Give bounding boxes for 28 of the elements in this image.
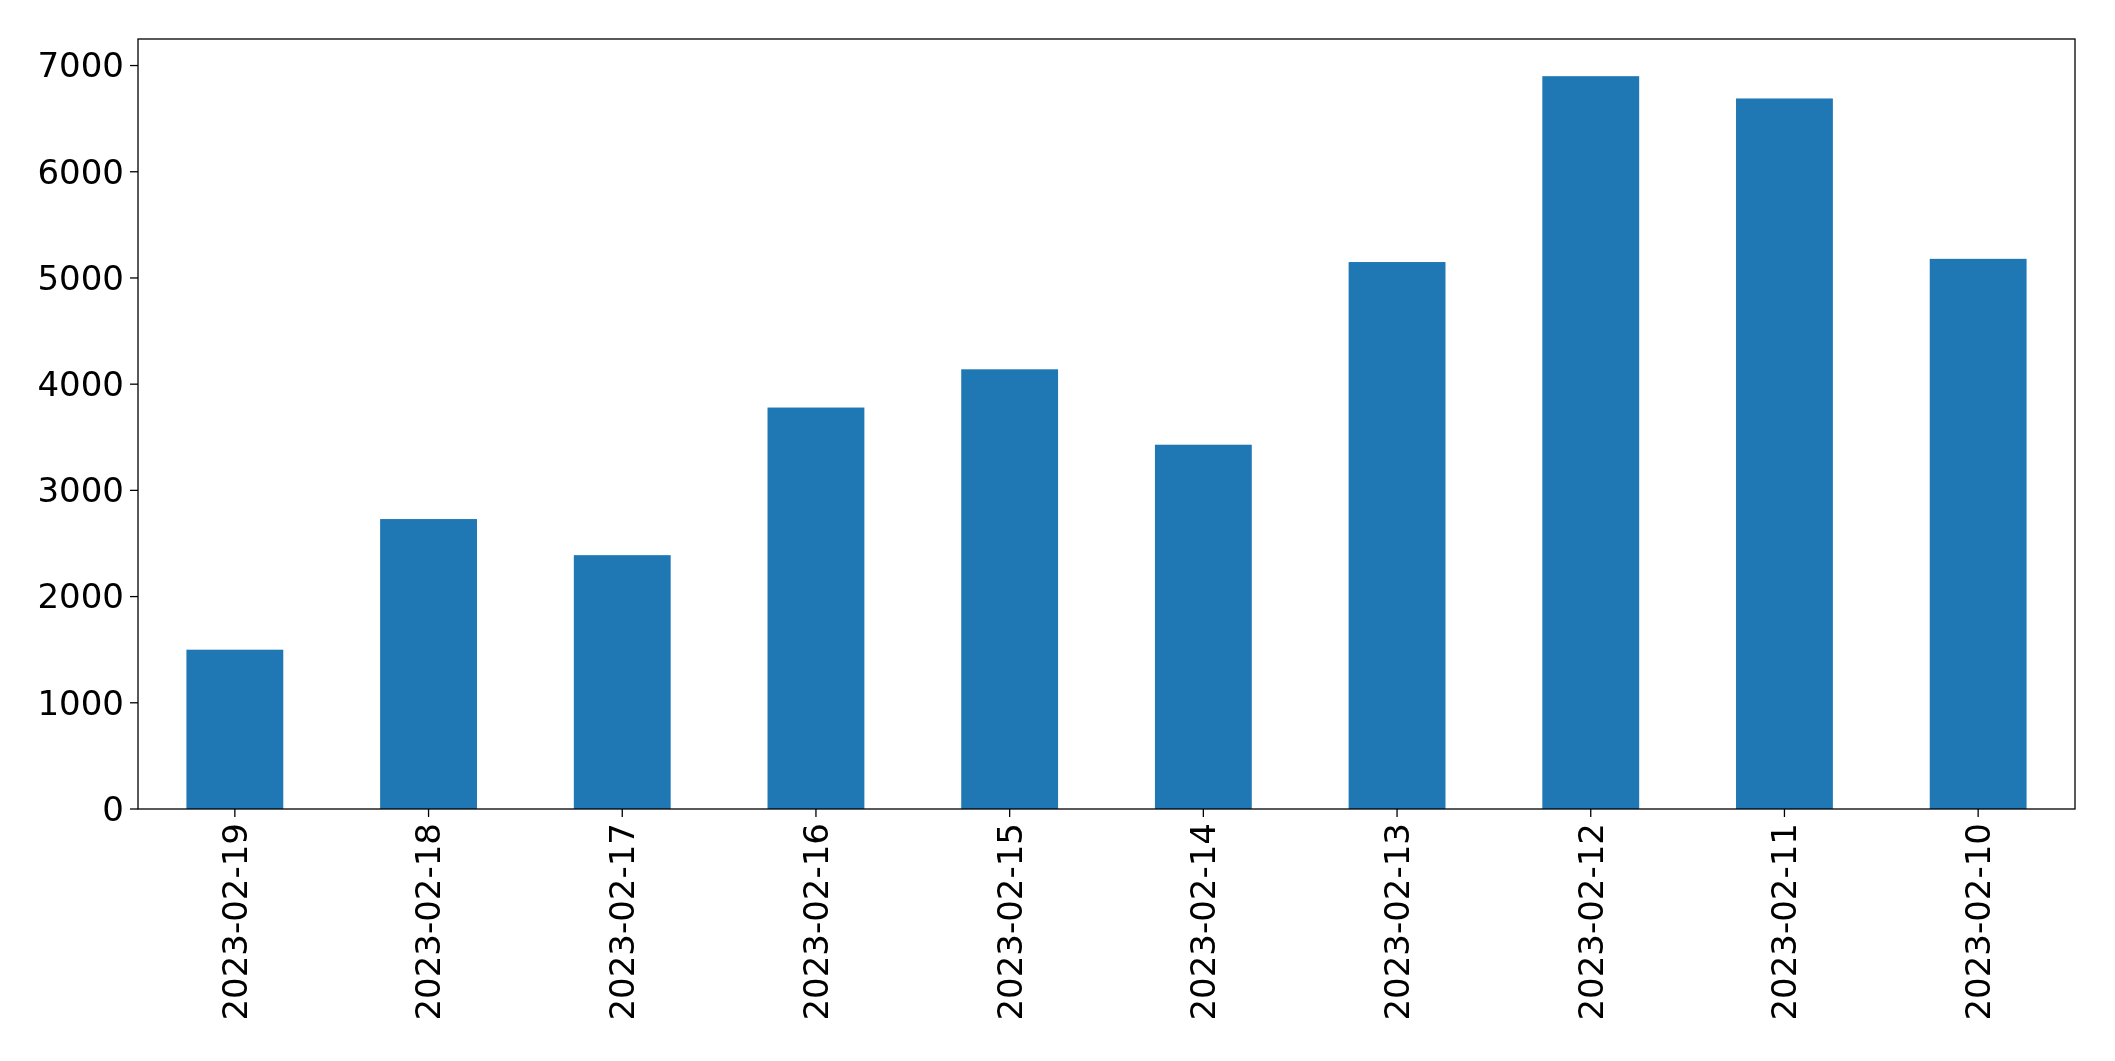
bar xyxy=(1929,258,2027,809)
bar xyxy=(573,555,671,809)
bar xyxy=(767,407,865,809)
y-tick-label: 3000 xyxy=(37,470,124,511)
x-tick-label: 2023-02-16 xyxy=(795,823,836,1021)
bar xyxy=(1348,262,1446,809)
bar xyxy=(1542,76,1640,809)
bar xyxy=(380,519,477,809)
x-tick-label: 2023-02-15 xyxy=(989,823,1030,1021)
bar xyxy=(1154,444,1252,809)
x-tick-label: 2023-02-19 xyxy=(214,823,255,1021)
bar xyxy=(1736,98,1833,809)
y-tick-label: 2000 xyxy=(37,576,124,617)
x-tick-label: 2023-02-18 xyxy=(408,823,449,1021)
y-tick-label: 7000 xyxy=(37,45,124,86)
x-tick-label: 2023-02-10 xyxy=(1958,823,1999,1021)
bar xyxy=(186,649,284,809)
bar xyxy=(961,369,1059,809)
y-tick-label: 6000 xyxy=(37,151,124,192)
y-tick-label: 5000 xyxy=(37,257,124,298)
y-tick-label: 0 xyxy=(102,788,124,829)
y-tick-label: 1000 xyxy=(37,682,124,723)
x-tick-label: 2023-02-13 xyxy=(1376,823,1417,1021)
x-tick-label: 2023-02-14 xyxy=(1183,823,1224,1021)
y-tick-label: 4000 xyxy=(37,364,124,405)
x-tick-label: 2023-02-12 xyxy=(1570,823,1611,1021)
x-tick-label: 2023-02-11 xyxy=(1764,823,1805,1021)
x-tick-label: 2023-02-17 xyxy=(602,823,643,1021)
